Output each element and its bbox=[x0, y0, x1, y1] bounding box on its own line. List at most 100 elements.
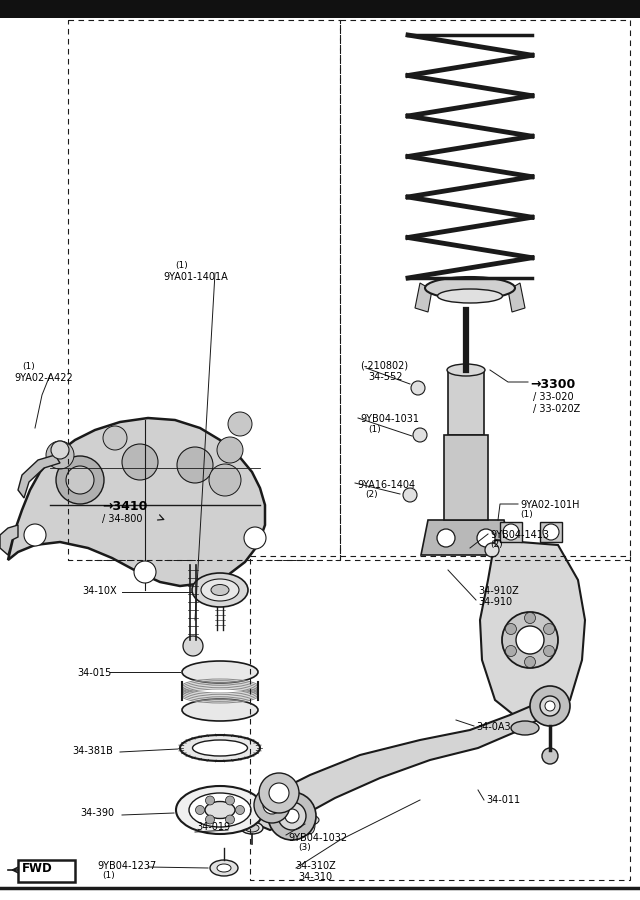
Circle shape bbox=[205, 815, 214, 824]
Text: 9YB04-1031: 9YB04-1031 bbox=[360, 414, 419, 424]
Text: 34-011: 34-011 bbox=[486, 795, 520, 805]
Text: 34-310Z: 34-310Z bbox=[295, 861, 336, 871]
Circle shape bbox=[506, 624, 516, 634]
Text: (1): (1) bbox=[368, 425, 381, 434]
Ellipse shape bbox=[217, 864, 231, 872]
Text: →3300: →3300 bbox=[530, 378, 575, 391]
Circle shape bbox=[477, 529, 495, 547]
Text: 34-019: 34-019 bbox=[196, 822, 230, 832]
Circle shape bbox=[66, 466, 94, 494]
Ellipse shape bbox=[438, 289, 502, 303]
Circle shape bbox=[525, 613, 536, 624]
Text: 9YA16-1404: 9YA16-1404 bbox=[357, 480, 415, 490]
Text: FWD: FWD bbox=[22, 862, 52, 875]
Ellipse shape bbox=[176, 786, 264, 834]
Circle shape bbox=[278, 802, 306, 830]
Circle shape bbox=[403, 488, 417, 502]
Polygon shape bbox=[0, 525, 18, 555]
Text: 34-910: 34-910 bbox=[478, 597, 512, 607]
Text: 34-015: 34-015 bbox=[77, 668, 111, 678]
Text: (2): (2) bbox=[490, 540, 502, 549]
Circle shape bbox=[254, 787, 290, 823]
Circle shape bbox=[269, 783, 289, 803]
Bar bbox=[444, 435, 488, 520]
Polygon shape bbox=[508, 283, 525, 312]
Text: (1): (1) bbox=[102, 871, 115, 880]
Text: (2): (2) bbox=[365, 490, 378, 499]
Polygon shape bbox=[480, 540, 585, 720]
Circle shape bbox=[530, 686, 570, 726]
Circle shape bbox=[411, 381, 425, 395]
Polygon shape bbox=[18, 860, 75, 882]
Polygon shape bbox=[8, 418, 265, 586]
Ellipse shape bbox=[425, 277, 515, 299]
Ellipse shape bbox=[210, 860, 238, 876]
Circle shape bbox=[209, 464, 241, 496]
Circle shape bbox=[244, 527, 266, 549]
Text: 9YA02-A422: 9YA02-A422 bbox=[14, 373, 73, 383]
Circle shape bbox=[545, 701, 555, 711]
Circle shape bbox=[225, 815, 234, 824]
Bar bbox=[500, 522, 522, 542]
Circle shape bbox=[525, 656, 536, 668]
Circle shape bbox=[205, 796, 214, 805]
Circle shape bbox=[263, 796, 281, 814]
Circle shape bbox=[413, 428, 427, 442]
Ellipse shape bbox=[511, 721, 539, 735]
Circle shape bbox=[103, 426, 127, 450]
Ellipse shape bbox=[245, 824, 259, 832]
Circle shape bbox=[285, 809, 299, 823]
Circle shape bbox=[195, 806, 205, 814]
Text: 9YA01-1401A: 9YA01-1401A bbox=[163, 272, 228, 282]
Circle shape bbox=[506, 645, 516, 656]
Text: 34-10X: 34-10X bbox=[82, 586, 116, 596]
Text: 34-552: 34-552 bbox=[368, 372, 403, 382]
Circle shape bbox=[542, 748, 558, 764]
Circle shape bbox=[134, 561, 156, 583]
Bar bbox=[448, 370, 484, 435]
Text: →3410: →3410 bbox=[102, 500, 147, 513]
Text: 34-0A3: 34-0A3 bbox=[476, 722, 511, 732]
Circle shape bbox=[228, 412, 252, 436]
Text: (-210802): (-210802) bbox=[360, 361, 408, 371]
Circle shape bbox=[516, 626, 544, 654]
Text: 9YB04-1032: 9YB04-1032 bbox=[288, 833, 347, 843]
Bar bbox=[540, 522, 562, 542]
Circle shape bbox=[183, 636, 203, 656]
Circle shape bbox=[225, 796, 234, 805]
Text: 9YA02-101H: 9YA02-101H bbox=[520, 500, 579, 510]
Text: 9YB04-1237: 9YB04-1237 bbox=[97, 861, 156, 871]
Text: 34-910Z: 34-910Z bbox=[478, 586, 519, 596]
Circle shape bbox=[24, 524, 46, 546]
Ellipse shape bbox=[180, 735, 260, 761]
Circle shape bbox=[437, 529, 455, 547]
Text: (1): (1) bbox=[22, 362, 35, 371]
Ellipse shape bbox=[201, 579, 239, 601]
Circle shape bbox=[46, 441, 74, 469]
Text: 34-381B: 34-381B bbox=[72, 746, 113, 756]
Polygon shape bbox=[421, 520, 511, 555]
Circle shape bbox=[540, 696, 560, 716]
Text: (1): (1) bbox=[520, 510, 532, 519]
Ellipse shape bbox=[447, 364, 485, 376]
Circle shape bbox=[217, 437, 243, 463]
Ellipse shape bbox=[301, 815, 319, 825]
Ellipse shape bbox=[205, 802, 235, 818]
Text: 9YB04-1413: 9YB04-1413 bbox=[490, 530, 549, 540]
Circle shape bbox=[177, 447, 213, 483]
Ellipse shape bbox=[193, 740, 248, 756]
Ellipse shape bbox=[211, 584, 229, 596]
Text: / 33-020Z: / 33-020Z bbox=[533, 404, 580, 414]
Text: / 34-800: / 34-800 bbox=[102, 514, 143, 524]
Circle shape bbox=[485, 543, 499, 557]
Circle shape bbox=[503, 524, 519, 540]
Bar bbox=[0, 0, 640, 18]
Polygon shape bbox=[18, 455, 60, 498]
Circle shape bbox=[236, 806, 244, 814]
Circle shape bbox=[543, 645, 554, 656]
Ellipse shape bbox=[241, 822, 263, 834]
Circle shape bbox=[56, 456, 104, 504]
Ellipse shape bbox=[182, 699, 258, 721]
Circle shape bbox=[543, 624, 554, 634]
Text: 34-390: 34-390 bbox=[80, 808, 114, 818]
